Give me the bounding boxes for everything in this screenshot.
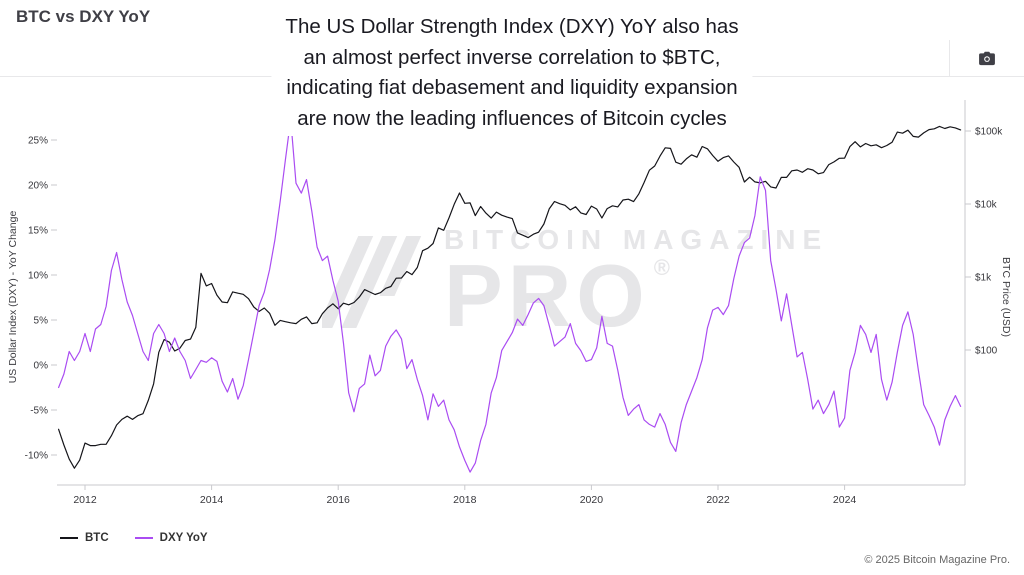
- y-left-tick-label: 10%: [28, 271, 48, 282]
- y-left-axis-title: US Dollar Index (DXY) - YoY Change: [7, 211, 19, 384]
- x-tick-label: 2018: [453, 494, 477, 506]
- y-left-tick-label: -10%: [25, 451, 48, 462]
- x-tick-label: 2012: [73, 494, 97, 506]
- y-right-tick-label: $100: [975, 346, 998, 357]
- camera-icon: [979, 51, 995, 66]
- legend-item-btc[interactable]: BTC: [60, 532, 109, 544]
- x-tick-label: 2022: [706, 494, 730, 506]
- registered-mark: ®: [653, 255, 675, 280]
- watermark-text: BITCOIN MAGAZINE PRO ®: [444, 226, 828, 345]
- y-right-tick-label: $100k: [975, 127, 1003, 138]
- x-tick-label: 2024: [833, 494, 857, 506]
- y-right-tick-label: $10k: [975, 200, 998, 211]
- watermark: BITCOIN MAGAZINE PRO ®: [322, 226, 828, 345]
- x-tick-label: 2016: [327, 494, 351, 506]
- annotation-line-4: are now the leading influences of Bitcoi…: [297, 106, 727, 130]
- legend: BTC DXY YoY: [60, 532, 208, 544]
- y-right-tick-label: $1k: [975, 273, 992, 284]
- x-tick-label: 2020: [580, 494, 604, 506]
- camera-button[interactable]: [949, 40, 1024, 76]
- chart-annotation: The US Dollar Strength Index (DXY) YoY a…: [271, 10, 753, 136]
- y-left-tick-label: 0%: [34, 361, 49, 372]
- y-right-axis-title: BTC Price (USD): [1000, 257, 1012, 337]
- legend-label-btc: BTC: [85, 532, 109, 544]
- y-left-tick-label: 20%: [28, 181, 48, 192]
- copyright: © 2025 Bitcoin Magazine Pro.: [864, 554, 1010, 566]
- y-left-tick-label: 5%: [34, 316, 49, 327]
- watermark-pro-text: PRO: [444, 246, 650, 345]
- btc-line-swatch: [60, 537, 78, 539]
- watermark-pro: PRO ®: [444, 246, 675, 345]
- dxy-line-swatch: [134, 537, 153, 539]
- x-tick-label: 2014: [200, 494, 224, 506]
- page-title: BTC vs DXY YoY: [16, 7, 151, 26]
- annotation-line-2: an almost perfect inverse correlation to…: [303, 45, 721, 69]
- bitcoin-magazine-logo-icon: [322, 235, 422, 328]
- y-left-tick-label: -5%: [30, 406, 48, 417]
- annotation-line-3: indicating fiat debasement and liquidity…: [286, 76, 738, 99]
- legend-label-dxy: DXY YoY: [159, 532, 208, 544]
- legend-item-dxy[interactable]: DXY YoY: [134, 532, 208, 544]
- annotation-line-1: The US Dollar Strength Index (DXY) YoY a…: [285, 15, 739, 38]
- y-left-tick-label: 15%: [28, 226, 48, 237]
- y-left-tick-label: 25%: [28, 136, 48, 147]
